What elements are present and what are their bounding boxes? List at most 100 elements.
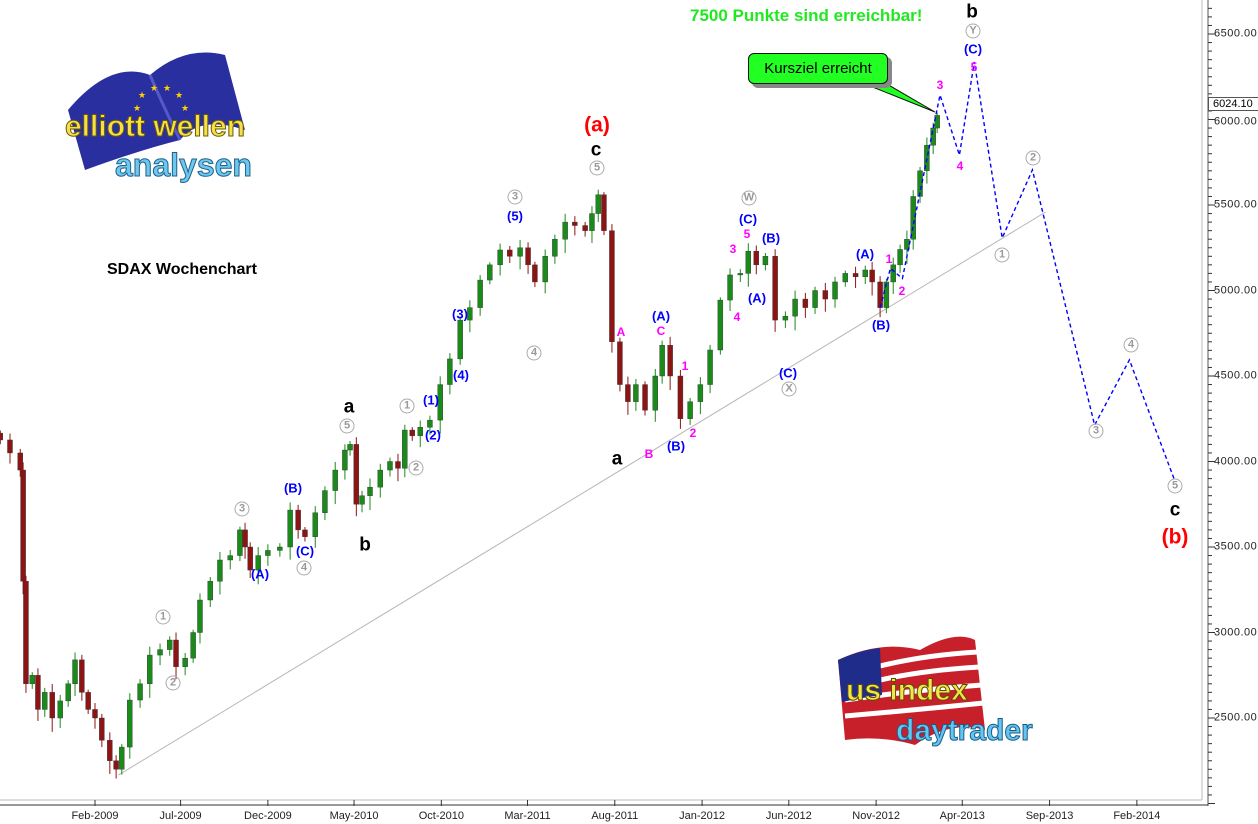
x-tick-label: Jan-2012 [679, 810, 726, 822]
candle [707, 344, 713, 394]
us-index-daytrader-logo: us index daytrader [838, 636, 1034, 748]
candles [0, 112, 940, 779]
candle-body [409, 429, 415, 437]
wave-label-magenta: 5 [970, 60, 978, 74]
x-tick-label: Jun-2012 [765, 810, 812, 822]
candle [207, 576, 213, 608]
svg-text:analysen: analysen [115, 147, 252, 183]
wave-label-circled: 4 [1123, 337, 1139, 353]
candle-body [302, 529, 308, 537]
x-axis-ticks [94, 800, 1138, 806]
wave-label-circled: 5 [1167, 478, 1183, 494]
y-tick-label: 3000.00 [1214, 626, 1258, 638]
candle [812, 286, 818, 314]
wave-label-circled: 2 [408, 460, 424, 476]
candle-body [890, 264, 896, 283]
wave-label-magenta: 3 [936, 78, 944, 92]
candle-body [532, 264, 538, 283]
candle [17, 448, 23, 477]
candle-body [447, 358, 453, 385]
candle-body [842, 273, 849, 283]
candle-body [265, 550, 271, 556]
candle [332, 461, 338, 505]
projection-path [879, 61, 1176, 481]
candle-body [402, 429, 408, 469]
candle [342, 444, 348, 480]
y-tick-label: 4500.00 [1214, 369, 1258, 382]
candle [904, 230, 910, 264]
candle [532, 261, 538, 288]
candle [507, 245, 513, 263]
callout-pointer [854, 79, 936, 113]
candle [35, 668, 41, 721]
candle [447, 353, 453, 395]
candle-body [802, 298, 809, 308]
candle [57, 694, 63, 728]
candle-body [49, 692, 55, 719]
candle-body [79, 659, 85, 693]
candle-body [127, 699, 133, 748]
candle [772, 249, 778, 332]
candle-body [601, 194, 607, 231]
candle [697, 377, 704, 415]
wave-label-magenta: 1 [681, 359, 689, 373]
candle [633, 379, 639, 411]
x-tick-label: Jul-2009 [159, 810, 202, 822]
wave-label-black: c [590, 139, 602, 161]
candle-body [457, 319, 463, 360]
candle-body [197, 599, 203, 633]
candle-body [869, 269, 875, 283]
wave-label-circled: 5 [339, 418, 355, 434]
wave-label-circled: 4 [296, 560, 312, 576]
wave-label-blue: (A) [747, 290, 767, 306]
wave-label-blue: (A) [651, 308, 671, 324]
candle [217, 551, 223, 595]
y-tick-label: 6500.00 [1214, 27, 1258, 40]
candle-body [609, 230, 615, 342]
candle-body [897, 249, 903, 266]
candle [737, 269, 744, 282]
candle-body [625, 384, 631, 402]
candle [287, 502, 293, 560]
wave-label-blue: (A) [855, 246, 875, 262]
candle-body [65, 683, 71, 702]
wave-label-circled: W [741, 190, 757, 206]
x-tick-label: May-2010 [329, 810, 379, 822]
wave-label-circled: Y [965, 23, 981, 39]
wave-label-red: (a) [584, 113, 610, 137]
svg-text:★: ★ [133, 103, 141, 113]
candle-body [595, 194, 601, 214]
candle-body [119, 746, 125, 770]
candle [237, 526, 243, 562]
candle-body [190, 632, 196, 659]
candle-body [99, 717, 105, 741]
candle [842, 270, 849, 287]
candle-body [20, 469, 26, 582]
projection-line [879, 61, 1176, 481]
trendline [118, 211, 1046, 776]
candle-body [437, 384, 443, 421]
candle-body [7, 439, 13, 454]
candle [934, 112, 940, 134]
candle [147, 646, 153, 698]
candle-body [353, 444, 360, 505]
candle [402, 424, 408, 478]
y-tick-label: 4000.00 [1214, 455, 1258, 467]
wave-label-blue: (C) [738, 211, 758, 227]
candle [182, 653, 188, 676]
candle-body [395, 461, 401, 469]
y-tick-label: 5500.00 [1214, 198, 1258, 211]
candle-body [517, 247, 523, 257]
candle [562, 213, 568, 254]
wave-label-blue: (5) [507, 208, 523, 224]
candle [119, 743, 125, 775]
x-tick-label: Dec-2009 [244, 810, 292, 822]
wave-label-black: a [343, 396, 355, 418]
candle [852, 266, 859, 288]
candle-body [312, 512, 318, 537]
candle [29, 672, 35, 689]
wave-label-blue: (B) [283, 480, 303, 496]
y-tick-label: 5000.00 [1214, 284, 1258, 296]
candle [582, 221, 588, 237]
candle [652, 369, 659, 422]
